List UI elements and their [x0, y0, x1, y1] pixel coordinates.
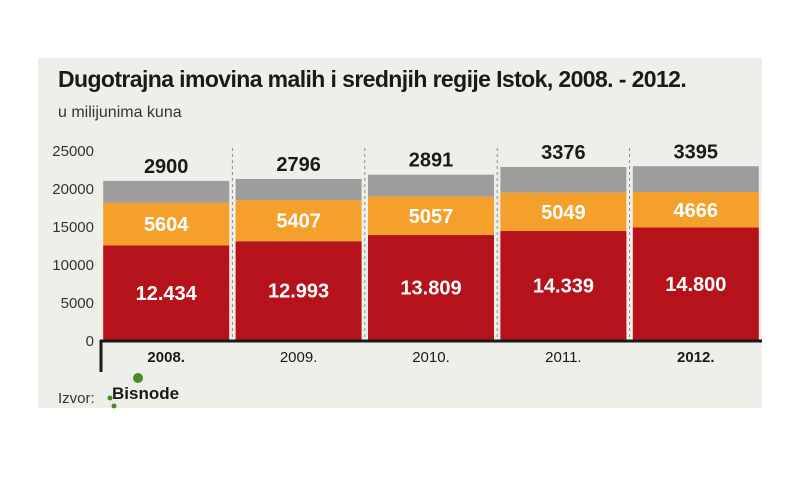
bar-segment [368, 235, 494, 340]
bar-segment [368, 174, 494, 197]
bar-segment [632, 192, 759, 228]
data-label: 5407 [276, 211, 321, 233]
bar-segment [500, 166, 627, 193]
data-label: 13.809 [400, 278, 461, 300]
data-label: 3376 [541, 142, 586, 164]
chart-subtitle: u milijunima kuna [58, 104, 182, 121]
logo-dot-top [133, 373, 143, 383]
data-label: 5049 [541, 202, 586, 224]
bar-segment [103, 180, 230, 203]
data-label: 2891 [409, 150, 454, 172]
y-tick-label: 10000 [52, 257, 94, 274]
bar-segment [632, 166, 759, 193]
x-tick-label: 2011. [545, 349, 581, 366]
logo-text: Bisnode [112, 384, 179, 403]
bar-segment [235, 200, 362, 242]
chart-title: Dugotrajna imovina malih i srednjih regi… [58, 66, 687, 92]
bar-segment [103, 245, 230, 340]
bar-segment [103, 202, 230, 246]
bar-segment [235, 241, 362, 340]
x-tick-label: 2009. [280, 349, 318, 366]
data-label: 12.993 [268, 281, 329, 303]
data-label: 12.434 [136, 283, 198, 305]
logo-dot-bottom [111, 403, 117, 409]
y-tick-label: 15000 [52, 219, 94, 236]
data-label: 14.800 [665, 274, 726, 296]
data-label: 2900 [144, 156, 189, 178]
y-tick-label: 20000 [52, 181, 94, 198]
bisnode-logo: Bisnode [107, 373, 179, 409]
source-label: Izvor: [58, 390, 95, 407]
bar-segment [500, 192, 627, 232]
bar-segment [500, 231, 627, 340]
bar-segment [368, 196, 494, 236]
x-tick-label: 2012. [677, 349, 715, 366]
x-tick-label: 2008. [147, 349, 185, 366]
y-tick-label: 5000 [61, 295, 94, 312]
y-tick-label: 0 [86, 333, 94, 350]
data-label: 5604 [144, 214, 189, 236]
bar-segment [632, 227, 759, 340]
x-tick-label: 2010. [412, 349, 450, 366]
data-label: 3395 [674, 141, 719, 163]
data-label: 2796 [276, 154, 321, 176]
data-label: 5057 [409, 206, 454, 228]
logo-dot-left [107, 395, 113, 401]
y-tick-label: 25000 [52, 143, 94, 160]
data-label: 14.339 [533, 276, 594, 298]
bar-segment [235, 178, 362, 201]
data-label: 4666 [674, 200, 719, 222]
